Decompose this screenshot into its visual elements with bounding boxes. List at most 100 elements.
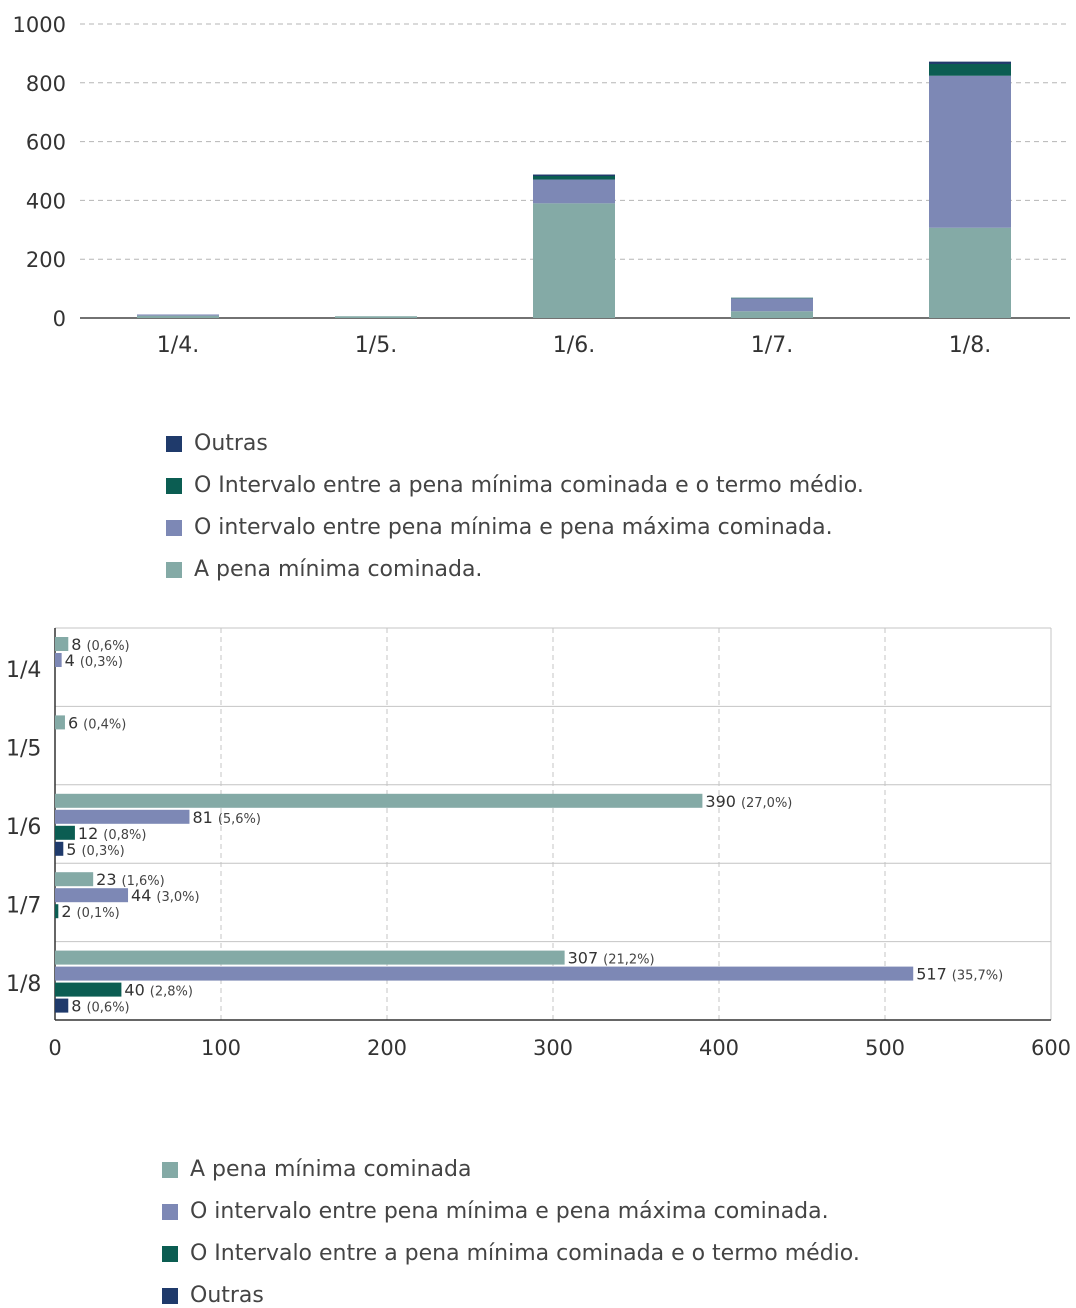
x-tick-label: 400 (699, 1036, 739, 1060)
y-tick-label: 0 (53, 307, 66, 331)
data-label-value: 81 (192, 808, 212, 827)
data-label-percent: (0,4%) (83, 717, 126, 732)
x-tick-label: 0 (48, 1036, 61, 1060)
bar (55, 653, 62, 667)
legend-swatch (166, 436, 182, 452)
bar-segment (731, 298, 813, 312)
data-label: 6 (0,4%) (68, 713, 126, 732)
data-label-percent: (1,6%) (122, 874, 165, 889)
bar (55, 888, 129, 903)
data-label-value: 12 (78, 824, 98, 843)
data-label-percent: (0,1%) (77, 906, 120, 921)
data-label-percent: (0,6%) (86, 639, 129, 654)
bar-segment (731, 297, 813, 299)
data-label-percent: (21,2%) (603, 953, 654, 968)
legend-swatch (166, 478, 182, 494)
x-tick-label: 200 (367, 1036, 407, 1060)
data-label: 517 (35,7%) (916, 965, 1003, 984)
x-category-label: 1/4. (157, 333, 199, 358)
legend-swatch (162, 1204, 178, 1220)
legend-label: O intervalo entre pena mínima e pena máx… (190, 1199, 829, 1224)
bar-segment (335, 316, 417, 318)
bar (55, 809, 190, 824)
bar-segment (533, 174, 615, 176)
bar-segment (731, 311, 813, 318)
bar-segment (929, 61, 1011, 64)
y-tick-label: 800 (26, 72, 66, 96)
y-category-label: 1/5 (6, 737, 41, 762)
data-label-percent: (0,3%) (81, 844, 124, 859)
x-category-label: 1/5. (355, 333, 397, 358)
bar-segment (137, 315, 219, 318)
x-tick-label: 300 (533, 1036, 573, 1060)
data-label: 8 (0,6%) (71, 635, 129, 654)
bar (55, 998, 69, 1013)
data-label-percent: (0,6%) (86, 1001, 129, 1016)
y-category-label: 1/4 (6, 658, 41, 683)
data-label: 40 (2,8%) (124, 981, 193, 1000)
legend-label: O Intervalo entre a pena mínima cominada… (194, 473, 864, 498)
data-label-value: 8 (71, 997, 81, 1016)
data-label: 44 (3,0%) (131, 886, 200, 905)
bar-segment (533, 203, 615, 318)
data-label-percent: (0,8%) (103, 828, 146, 843)
y-category-label: 1/7 (6, 893, 41, 918)
y-tick-label: 600 (26, 131, 66, 155)
data-label: 2 (0,1%) (61, 902, 119, 921)
data-label-value: 23 (96, 870, 116, 889)
bar-segment (929, 63, 1011, 76)
legend-label: A pena mínima cominada (190, 1157, 472, 1182)
bar-segment (137, 314, 219, 316)
data-label: 4 (0,3%) (65, 651, 123, 670)
bar (55, 841, 64, 856)
data-label: 12 (0,8%) (78, 824, 147, 843)
y-tick-label: 400 (26, 189, 66, 213)
bar (55, 793, 703, 808)
data-label-value: 390 (705, 792, 736, 811)
data-label-value: 44 (131, 886, 151, 905)
y-tick-label: 200 (26, 248, 66, 272)
data-label-percent: (0,3%) (80, 655, 123, 670)
data-label: 390 (27,0%) (705, 792, 792, 811)
bar (55, 715, 65, 730)
bar (55, 825, 75, 840)
bar-segment (533, 175, 615, 180)
x-category-label: 1/8. (949, 333, 991, 358)
bar-segment (533, 179, 615, 204)
data-label-value: 6 (68, 713, 78, 732)
x-tick-label: 100 (201, 1036, 241, 1060)
legend-label: A pena mínima cominada. (194, 557, 483, 582)
bar (55, 637, 69, 651)
bar (55, 966, 914, 981)
bar (55, 950, 565, 965)
legend-label: O intervalo entre pena mínima e pena máx… (194, 515, 833, 540)
data-label-value: 5 (66, 840, 76, 859)
horizontal-bar-chart: 0 100 200 300 400 500 600 1/4 8 (0,6%) 4 (0,3%) 1/5 6… (6, 627, 1071, 1060)
stacked-bar-chart: 0 200 400 600 800 1000 1/4. 1/5. 1/6. 1/7. 1/8. (13, 13, 1070, 358)
x-tick-label: 600 (1031, 1036, 1071, 1060)
x-tick-label: 500 (865, 1036, 905, 1060)
data-label-value: 307 (568, 949, 599, 968)
data-label-percent: (35,7%) (952, 969, 1003, 984)
data-label: 307 (21,2%) (568, 949, 655, 968)
bar-segment (929, 227, 1011, 318)
data-label-percent: (27,0%) (741, 796, 792, 811)
bar (55, 872, 94, 887)
x-category-label: 1/6. (553, 333, 595, 358)
x-category-label: 1/7. (751, 333, 793, 358)
data-label: 8 (0,6%) (71, 997, 129, 1016)
data-label-percent: (3,0%) (156, 890, 199, 905)
legend-swatch (162, 1246, 178, 1262)
data-label-value: 2 (61, 902, 71, 921)
data-label: 23 (1,6%) (96, 870, 165, 889)
bar (55, 904, 59, 919)
data-label: 5 (0,3%) (66, 840, 124, 859)
legend-label: Outras (194, 431, 268, 456)
data-label-percent: (5,6%) (218, 812, 261, 827)
bar (55, 982, 122, 997)
legend-swatch (162, 1288, 178, 1304)
bar-segment (929, 75, 1011, 228)
legend-label: Outras (190, 1283, 264, 1308)
y-category-label: 1/6 (6, 815, 41, 840)
y-tick-label: 1000 (13, 13, 66, 37)
